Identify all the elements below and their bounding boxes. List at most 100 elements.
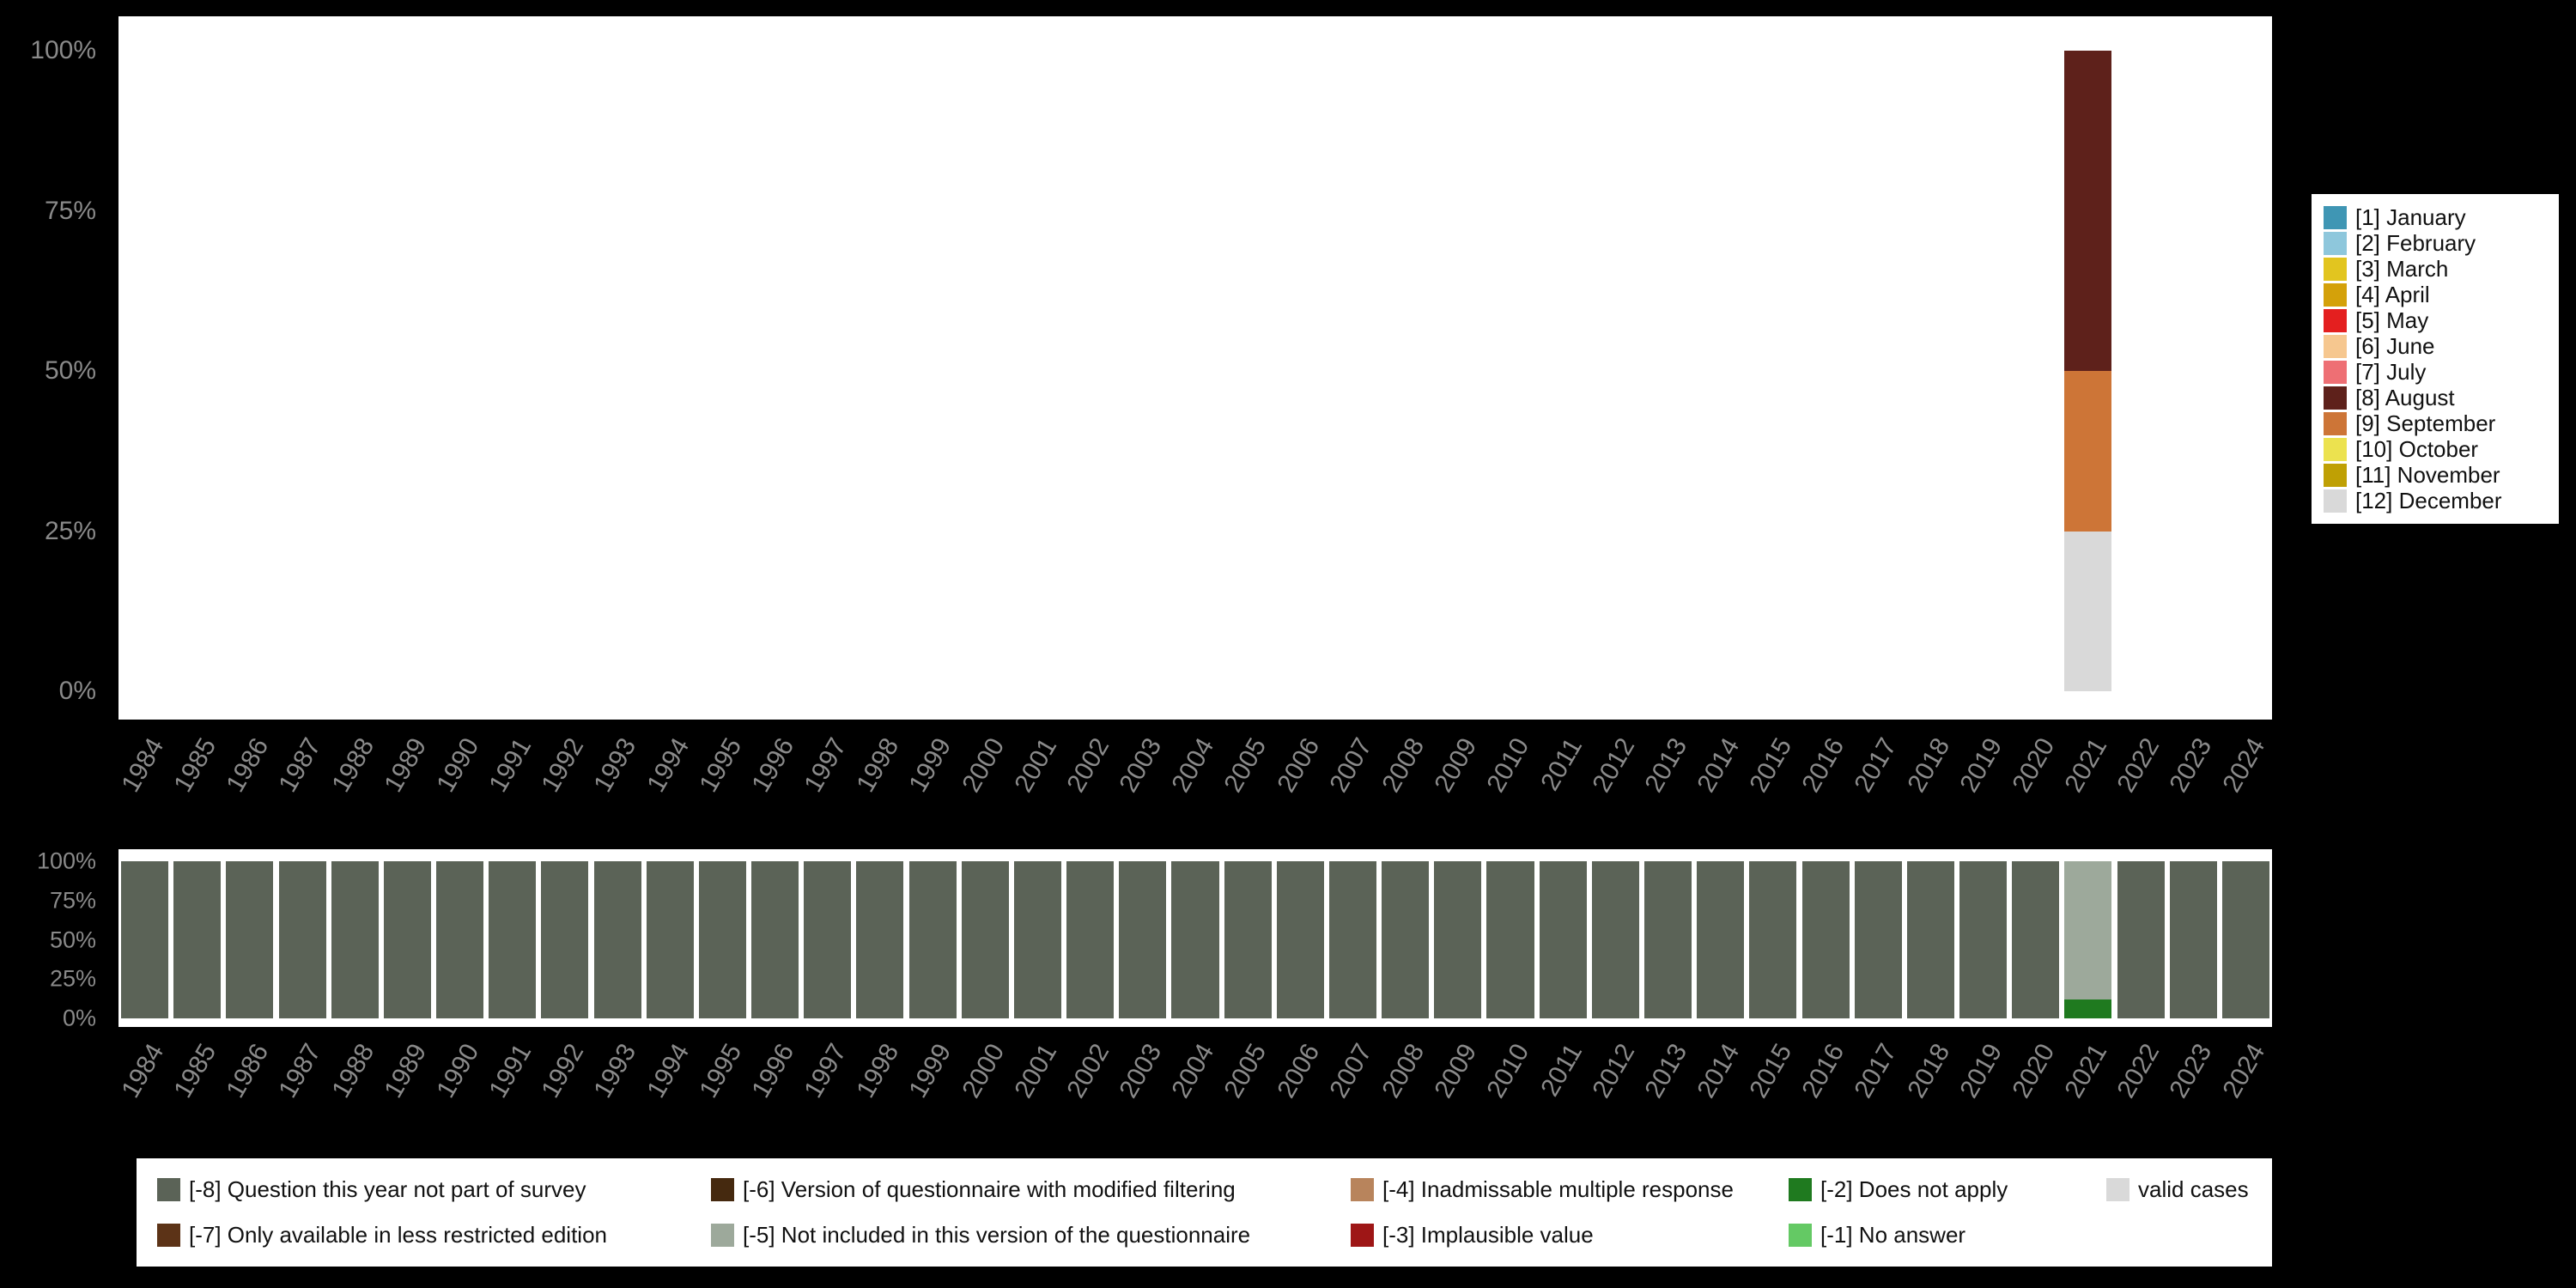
bar-1996 [751,861,799,1018]
x-axis-label: 1988 [325,733,380,798]
legend-item--2: [-2] Does not apply [1789,1176,2106,1203]
bar-segment--8 [1276,861,1324,1018]
legend-swatch--1 [1789,1224,1812,1247]
bar-1997 [804,861,852,1018]
legend-swatch--8 [157,1178,180,1201]
x-axis-label: 2020 [2007,1039,2061,1103]
bar-2005 [1224,861,1272,1018]
x-axis-label: 2021 [2059,1039,2113,1103]
bar-segment--8 [751,861,799,1018]
bar-segment-12 [2064,531,2112,691]
legend-swatch-4 [2324,283,2347,307]
legend-label: [-3] Implausible value [1382,1222,1594,1248]
legend-label: [1] January [2355,204,2466,230]
bar-2001 [1013,861,1061,1018]
bar-2002 [1066,861,1115,1018]
bar-segment--8 [804,861,852,1018]
bar-segment--8 [1486,861,1534,1018]
legend-swatch-10 [2324,437,2347,461]
y-axis-label: 0% [62,1005,96,1031]
x-axis-label: 2024 [2217,1039,2270,1103]
legend-item-6: [6] June [2324,333,2559,359]
x-axis-label: 2005 [1218,1039,1273,1103]
legend-swatch-7 [2324,360,2347,384]
x-axis-label: 2009 [1429,733,1483,798]
bar-1984 [121,861,169,1018]
x-axis-label: 2007 [1324,733,1378,798]
bar-2022 [2117,861,2165,1018]
x-axis-label: 2022 [2111,1039,2166,1103]
x-axis-label: 2020 [2007,733,2061,798]
x-axis-label: 1990 [431,1039,485,1103]
legend-item-9: [9] September [2324,410,2559,436]
x-axis-label: 1992 [536,733,590,798]
legend-label: [10] October [2355,435,2479,462]
bar-segment--8 [961,861,1009,1018]
x-axis-label: 1992 [536,1039,590,1103]
x-axis-label: 2004 [1166,1039,1220,1103]
bar-segment--8 [541,861,589,1018]
x-axis-label: 1987 [273,1039,327,1103]
x-axis-label: 1991 [483,733,538,798]
bar-1999 [908,861,957,1018]
bar-segment--8 [1013,861,1061,1018]
x-axis-label: 1995 [694,1039,748,1103]
legend-item-7: [7] July [2324,359,2559,385]
bar-2013 [1644,861,1692,1018]
x-axis-label: 1991 [483,1039,538,1103]
bar-1990 [436,861,484,1018]
bar-2011 [1539,861,1587,1018]
missing-chart-x-axis: 1984 1985 1986 1987 1988 1989 1990 1991 1992 1993… [116,1032,2272,1144]
legend-label: [2] February [2355,229,2476,256]
legend-label: [8] August [2355,384,2455,410]
months-chart-y-axis: 0% 25% 50% 75% 100% [0,36,108,705]
legend-swatch--5 [711,1224,734,1247]
y-axis-label: 75% [49,887,96,914]
bar-1987 [278,861,326,1018]
x-axis-label: 1994 [641,733,695,798]
x-axis-label: 2021 [2059,733,2113,798]
y-axis-label: 50% [44,356,96,385]
legend-item--8: [-8] Question this year not part of surv… [157,1176,711,1203]
legend-item-valid: valid cases [2106,1176,2272,1203]
x-axis-label: 2010 [1481,733,1535,798]
bar-segment--8 [2169,861,2217,1018]
bar-1985 [173,861,222,1018]
bar-1988 [331,861,379,1018]
x-axis-label: 2000 [956,1039,1010,1103]
bar-2020 [2012,861,2060,1018]
months-legend: [1] January [2] February [3] March [4] Apri… [2312,194,2559,524]
x-axis-label: 1984 [116,1039,170,1103]
x-axis-label: 1989 [379,733,433,798]
x-axis-label: 2001 [1009,733,1063,798]
x-axis-label: 2017 [1849,1039,1903,1103]
x-axis-label: 2016 [1796,1039,1850,1103]
bar-segment--8 [698,861,746,1018]
legend-label: [5] May [2355,307,2429,333]
x-axis-label: 2013 [1639,1039,1693,1103]
legend-item-5: [5] May [2324,307,2559,333]
bar-2024 [2221,861,2269,1018]
legend-label: [7] July [2355,358,2427,385]
bar-1995 [698,861,746,1018]
x-axis-label: 2024 [2217,733,2270,798]
bar-2012 [1591,861,1639,1018]
x-axis-label: 2011 [1534,733,1588,796]
x-axis-label: 2006 [1271,733,1325,798]
bar-2000 [961,861,1009,1018]
bar-segment--8 [1697,861,1745,1018]
legend-swatch-6 [2324,334,2347,358]
x-axis-label: 2022 [2111,733,2166,798]
y-axis-label: 100% [36,848,96,874]
legend-item--4: [-4] Inadmissable multiple response [1351,1176,1789,1203]
x-axis-label: 1988 [325,1039,380,1103]
bar-segment--8 [1224,861,1272,1018]
x-axis-label: 2008 [1376,1039,1431,1103]
legend-item-4: [4] April [2324,282,2559,307]
x-axis-label: 2013 [1639,733,1693,798]
x-axis-label: 2004 [1166,733,1220,798]
bar-segment--8 [593,861,641,1018]
bar-2019 [1959,861,2008,1018]
bar-1998 [856,861,904,1018]
missing-chart-bars-area [118,861,2272,1018]
